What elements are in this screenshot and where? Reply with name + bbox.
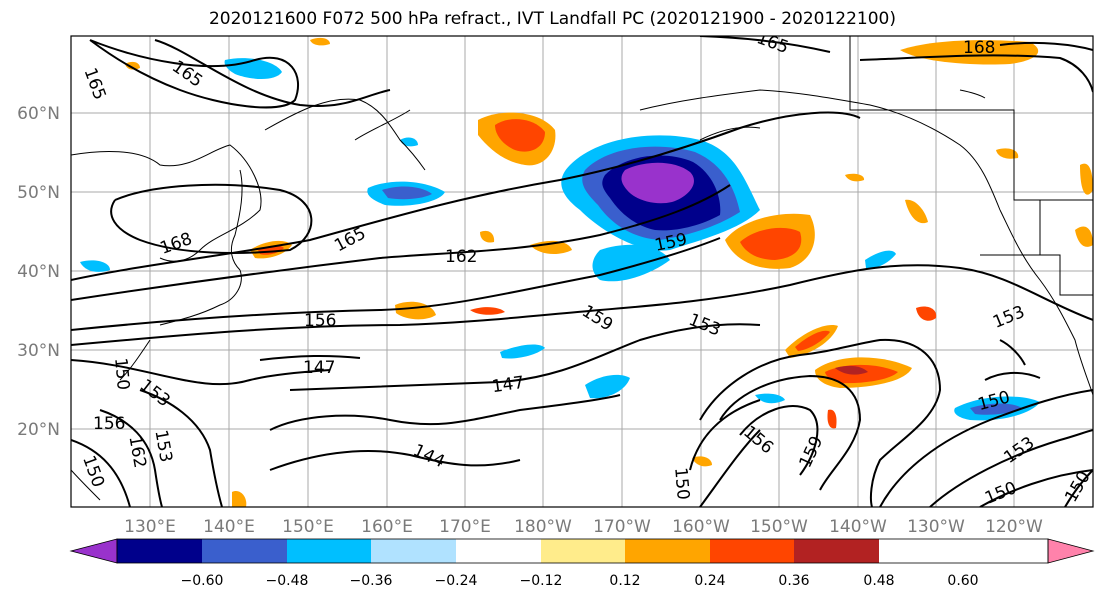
contour-label: 162 xyxy=(124,434,149,469)
colorbar-segment xyxy=(287,539,371,563)
colorbar-tick-label: 0.48 xyxy=(863,573,894,589)
contour-label: 153 xyxy=(1000,433,1038,468)
colorbar-segment xyxy=(117,539,202,563)
contour-label: 153 xyxy=(686,310,724,341)
colorbar-ticks: −0.60 −0.48 −0.36 −0.24 −0.12 0.12 0.24 … xyxy=(181,573,979,589)
colorbar: −0.60 −0.48 −0.36 −0.24 −0.12 0.12 0.24 … xyxy=(69,538,1095,589)
colorbar-outline xyxy=(116,538,1049,564)
contour-label: 153 xyxy=(136,375,174,411)
colorbar-tick-label: −0.36 xyxy=(350,573,393,589)
contour-label: 156 xyxy=(93,414,125,434)
contour-label: 159 xyxy=(578,301,616,335)
contour-labels: 165 165 165 168 168 165 162 159 156 153 … xyxy=(78,28,1093,507)
colorbar-segment xyxy=(710,539,794,563)
colorbar-segment xyxy=(794,539,879,563)
contour-label: 144 xyxy=(410,440,448,472)
colorbar-segment xyxy=(371,539,456,563)
colorbar-segment xyxy=(202,539,287,563)
lon-label: 170°W xyxy=(593,517,651,537)
contour-label: 156 xyxy=(739,422,777,458)
contour-label: 159 xyxy=(796,433,828,471)
contour-label: 150 xyxy=(110,357,133,391)
contour-lines xyxy=(71,36,1093,507)
lat-axis-labels: 60°N 50°N 40°N 30°N 20°N xyxy=(17,104,60,440)
colorbar-tick-label: 0.60 xyxy=(947,573,978,589)
contour-label: 165 xyxy=(754,28,791,58)
map-frame xyxy=(70,35,1094,508)
colorbar-segment xyxy=(456,539,541,563)
lon-label: 130°E xyxy=(124,517,176,537)
contour-label: 168 xyxy=(158,229,195,259)
colorbar-over-triangle xyxy=(1047,538,1095,564)
colorbar-tick-label: −0.24 xyxy=(435,573,478,589)
lon-label: 140°W xyxy=(829,517,887,537)
lon-label: 130°W xyxy=(907,517,965,537)
lat-label: 50°N xyxy=(17,183,60,203)
lon-label: 140°E xyxy=(203,517,255,537)
lon-label: 150°W xyxy=(750,517,808,537)
colorbar-segment xyxy=(541,539,625,563)
colorbar-tick-label: −0.60 xyxy=(181,573,224,589)
contour-label: 168 xyxy=(963,38,995,58)
lat-label: 60°N xyxy=(17,104,60,124)
lon-label: 170°E xyxy=(439,517,491,537)
colorbar-tick-label: 0.12 xyxy=(609,573,640,589)
lon-label: 160°W xyxy=(672,517,730,537)
lat-label: 40°N xyxy=(17,262,60,282)
map-panel: 165 165 165 168 168 165 162 159 156 153 … xyxy=(71,28,1093,507)
colorbar-segment xyxy=(625,539,710,563)
colorbar-tick-label: −0.48 xyxy=(266,573,309,589)
shaded-field xyxy=(80,37,1093,507)
contour-label: 165 xyxy=(331,223,369,256)
lat-label: 30°N xyxy=(17,341,60,361)
coastlines xyxy=(71,36,1093,501)
contour-label: 153 xyxy=(990,302,1028,333)
contour-label: 153 xyxy=(150,428,175,463)
lon-label: 150°E xyxy=(282,517,334,537)
colorbar-tick-label: 0.24 xyxy=(694,573,725,589)
colorbar-tick-label: −0.12 xyxy=(520,573,563,589)
contour-label: 156 xyxy=(304,311,336,331)
colorbar-tick-label: 0.36 xyxy=(778,573,809,589)
lat-label: 20°N xyxy=(17,420,60,440)
chart-title: 2020121600 F072 500 hPa refract., IVT La… xyxy=(208,9,896,29)
lon-label: 120°W xyxy=(985,517,1043,537)
contour-label: 165 xyxy=(80,65,110,102)
lon-axis-labels: 130°E 140°E 150°E 160°E 170°E 180°W 170°… xyxy=(124,517,1043,537)
contour-label: 147 xyxy=(303,358,335,378)
contour-label: 147 xyxy=(491,373,526,397)
contour-label: 150 xyxy=(670,467,693,501)
lon-label: 180°W xyxy=(514,517,572,537)
lon-label: 160°E xyxy=(361,517,413,537)
gridlines xyxy=(71,36,1093,507)
contour-label: 162 xyxy=(445,247,477,267)
colorbar-under-triangle xyxy=(69,538,118,564)
